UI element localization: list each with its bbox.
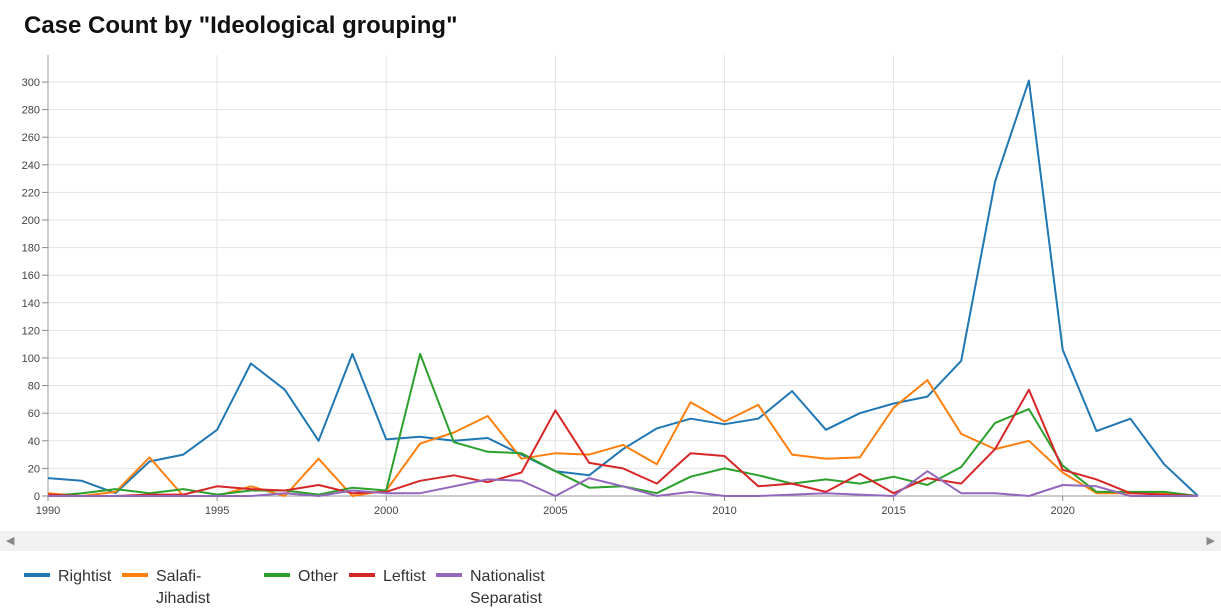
x-tick-label: 2020 xyxy=(1050,505,1074,517)
line-chart: 0 20 40 60 80 100 120 140 160 180 200 220 240 260 280 3… xyxy=(22,55,1221,517)
y-tick-label: 280 xyxy=(22,105,40,117)
legend-label: Nationalist Separatist xyxy=(470,568,545,607)
y-tick-label: 0 xyxy=(34,491,40,503)
legend-item-nationalist-separatist[interactable]: Nationalist Separatist xyxy=(436,566,545,610)
y-tick-label: 180 xyxy=(22,243,40,255)
y-tick-label: 100 xyxy=(22,353,40,365)
y-tick-label: 200 xyxy=(22,215,40,227)
legend-item-rightist[interactable]: Rightist xyxy=(24,566,111,588)
y-tick-label: 220 xyxy=(22,187,40,199)
x-tick-label: 1990 xyxy=(36,505,60,517)
series-line-salafi-jihadist xyxy=(47,379,1199,497)
series-line-nationalist-separatist xyxy=(48,470,1198,497)
scroll-left-icon[interactable]: ◀ xyxy=(6,535,15,547)
x-tick-label: 1995 xyxy=(205,505,229,517)
legend-swatch xyxy=(24,573,50,577)
x-tick-label: 2005 xyxy=(543,505,567,517)
scroll-right-icon[interactable]: ▶ xyxy=(1206,535,1215,547)
legend-swatch xyxy=(349,573,375,577)
y-tick-label: 140 xyxy=(22,298,40,310)
horizontal-scrollbar[interactable]: ◀ ▶ xyxy=(0,531,1221,551)
legend-swatch xyxy=(436,573,462,577)
series-line-leftist xyxy=(47,388,1199,497)
y-tick-label: 20 xyxy=(28,463,40,475)
legend-item-leftist[interactable]: Leftist xyxy=(349,566,426,588)
series-line-rightist xyxy=(47,79,1199,497)
chart-title: Case Count by "Ideological grouping" xyxy=(24,12,458,39)
y-tick-label: 240 xyxy=(22,160,40,172)
y-tick-label: 300 xyxy=(22,77,40,89)
x-tick-label: 2015 xyxy=(881,505,905,517)
x-tick-label: 2010 xyxy=(712,505,736,517)
legend-swatch xyxy=(264,573,290,577)
y-tick-label: 260 xyxy=(22,132,40,144)
legend-item-salafi-jihadist[interactable]: Salafi- Jihadist xyxy=(122,566,210,610)
y-tick-label: 80 xyxy=(28,381,40,393)
legend-label: Other xyxy=(298,568,339,585)
legend-item-other[interactable]: Other xyxy=(264,566,338,588)
y-tick-label: 120 xyxy=(22,325,40,337)
legend-label: Rightist xyxy=(58,568,112,585)
y-tick-label: 160 xyxy=(22,270,40,282)
y-tick-label: 40 xyxy=(28,436,40,448)
y-tick-label: 60 xyxy=(28,408,40,420)
legend-label: Leftist xyxy=(383,568,426,585)
legend-swatch xyxy=(122,573,148,577)
x-tick-label: 2000 xyxy=(374,505,398,517)
legend-label: Salafi- Jihadist xyxy=(156,568,211,607)
